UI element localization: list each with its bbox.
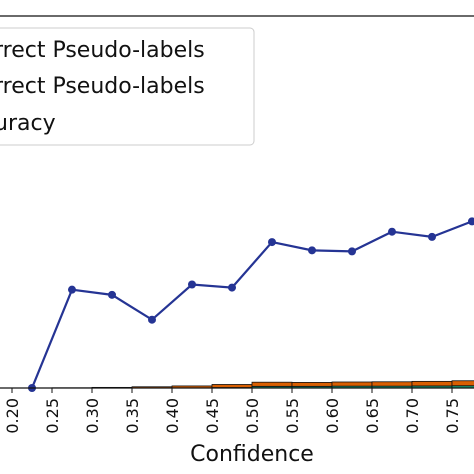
x-axis-ticks: 0.20 0.25 0.30 0.35 0.40 0.45 0.50 0.55 0.60 0.65… xyxy=(3,388,462,434)
x-tick-label-2: 0.30 xyxy=(83,398,102,434)
accuracy-point-11 xyxy=(468,217,474,226)
legend: rrect Pseudo-labels rrect Pseudo-labels … xyxy=(0,27,255,146)
accuracy-point-7 xyxy=(308,246,316,255)
x-tick-label-9: 0.65 xyxy=(363,398,382,434)
accuracy-line xyxy=(30,220,473,389)
bar-orange-5 xyxy=(211,384,253,388)
accuracy-point-10 xyxy=(428,232,436,241)
x-tick-label-11: 0.75 xyxy=(443,398,462,434)
bar-orange-6 xyxy=(251,381,293,387)
x-tick-label-10: 0.70 xyxy=(403,398,422,434)
bar-orange-9 xyxy=(371,381,413,387)
x-tick-label-0: 0.20 xyxy=(3,398,22,434)
x-tick-label-5: 0.45 xyxy=(203,398,222,434)
accuracy-point-2 xyxy=(108,290,116,299)
bar-orange-8 xyxy=(331,381,373,387)
accuracy-point-9 xyxy=(388,227,396,236)
bar-orange-10 xyxy=(411,380,453,387)
x-tick-label-3: 0.35 xyxy=(123,398,142,434)
x-tick-label-4: 0.40 xyxy=(163,398,182,434)
x-tick-label-1: 0.25 xyxy=(43,398,62,434)
bar-orange-11 xyxy=(451,380,474,387)
accuracy-point-5 xyxy=(228,283,236,292)
bar-orange-7 xyxy=(291,382,333,387)
x-tick-label-7: 0.55 xyxy=(283,398,302,434)
accuracy-point-6 xyxy=(268,238,276,247)
legend-entry-3: uracy xyxy=(0,111,56,136)
legend-entry-2: rrect Pseudo-labels xyxy=(0,74,205,99)
x-tick-label-6: 0.50 xyxy=(243,398,262,434)
x-axis-title: Confidence xyxy=(190,442,314,467)
accuracy-point-4 xyxy=(188,280,196,289)
x-tick-label-8: 0.60 xyxy=(323,398,342,434)
accuracy-point-3 xyxy=(148,315,156,324)
accuracy-point-8 xyxy=(348,247,356,256)
legend-box xyxy=(0,27,255,146)
plot-area xyxy=(28,217,474,392)
legend-entry-1: rrect Pseudo-labels xyxy=(0,38,205,63)
accuracy-point-1 xyxy=(68,285,76,294)
